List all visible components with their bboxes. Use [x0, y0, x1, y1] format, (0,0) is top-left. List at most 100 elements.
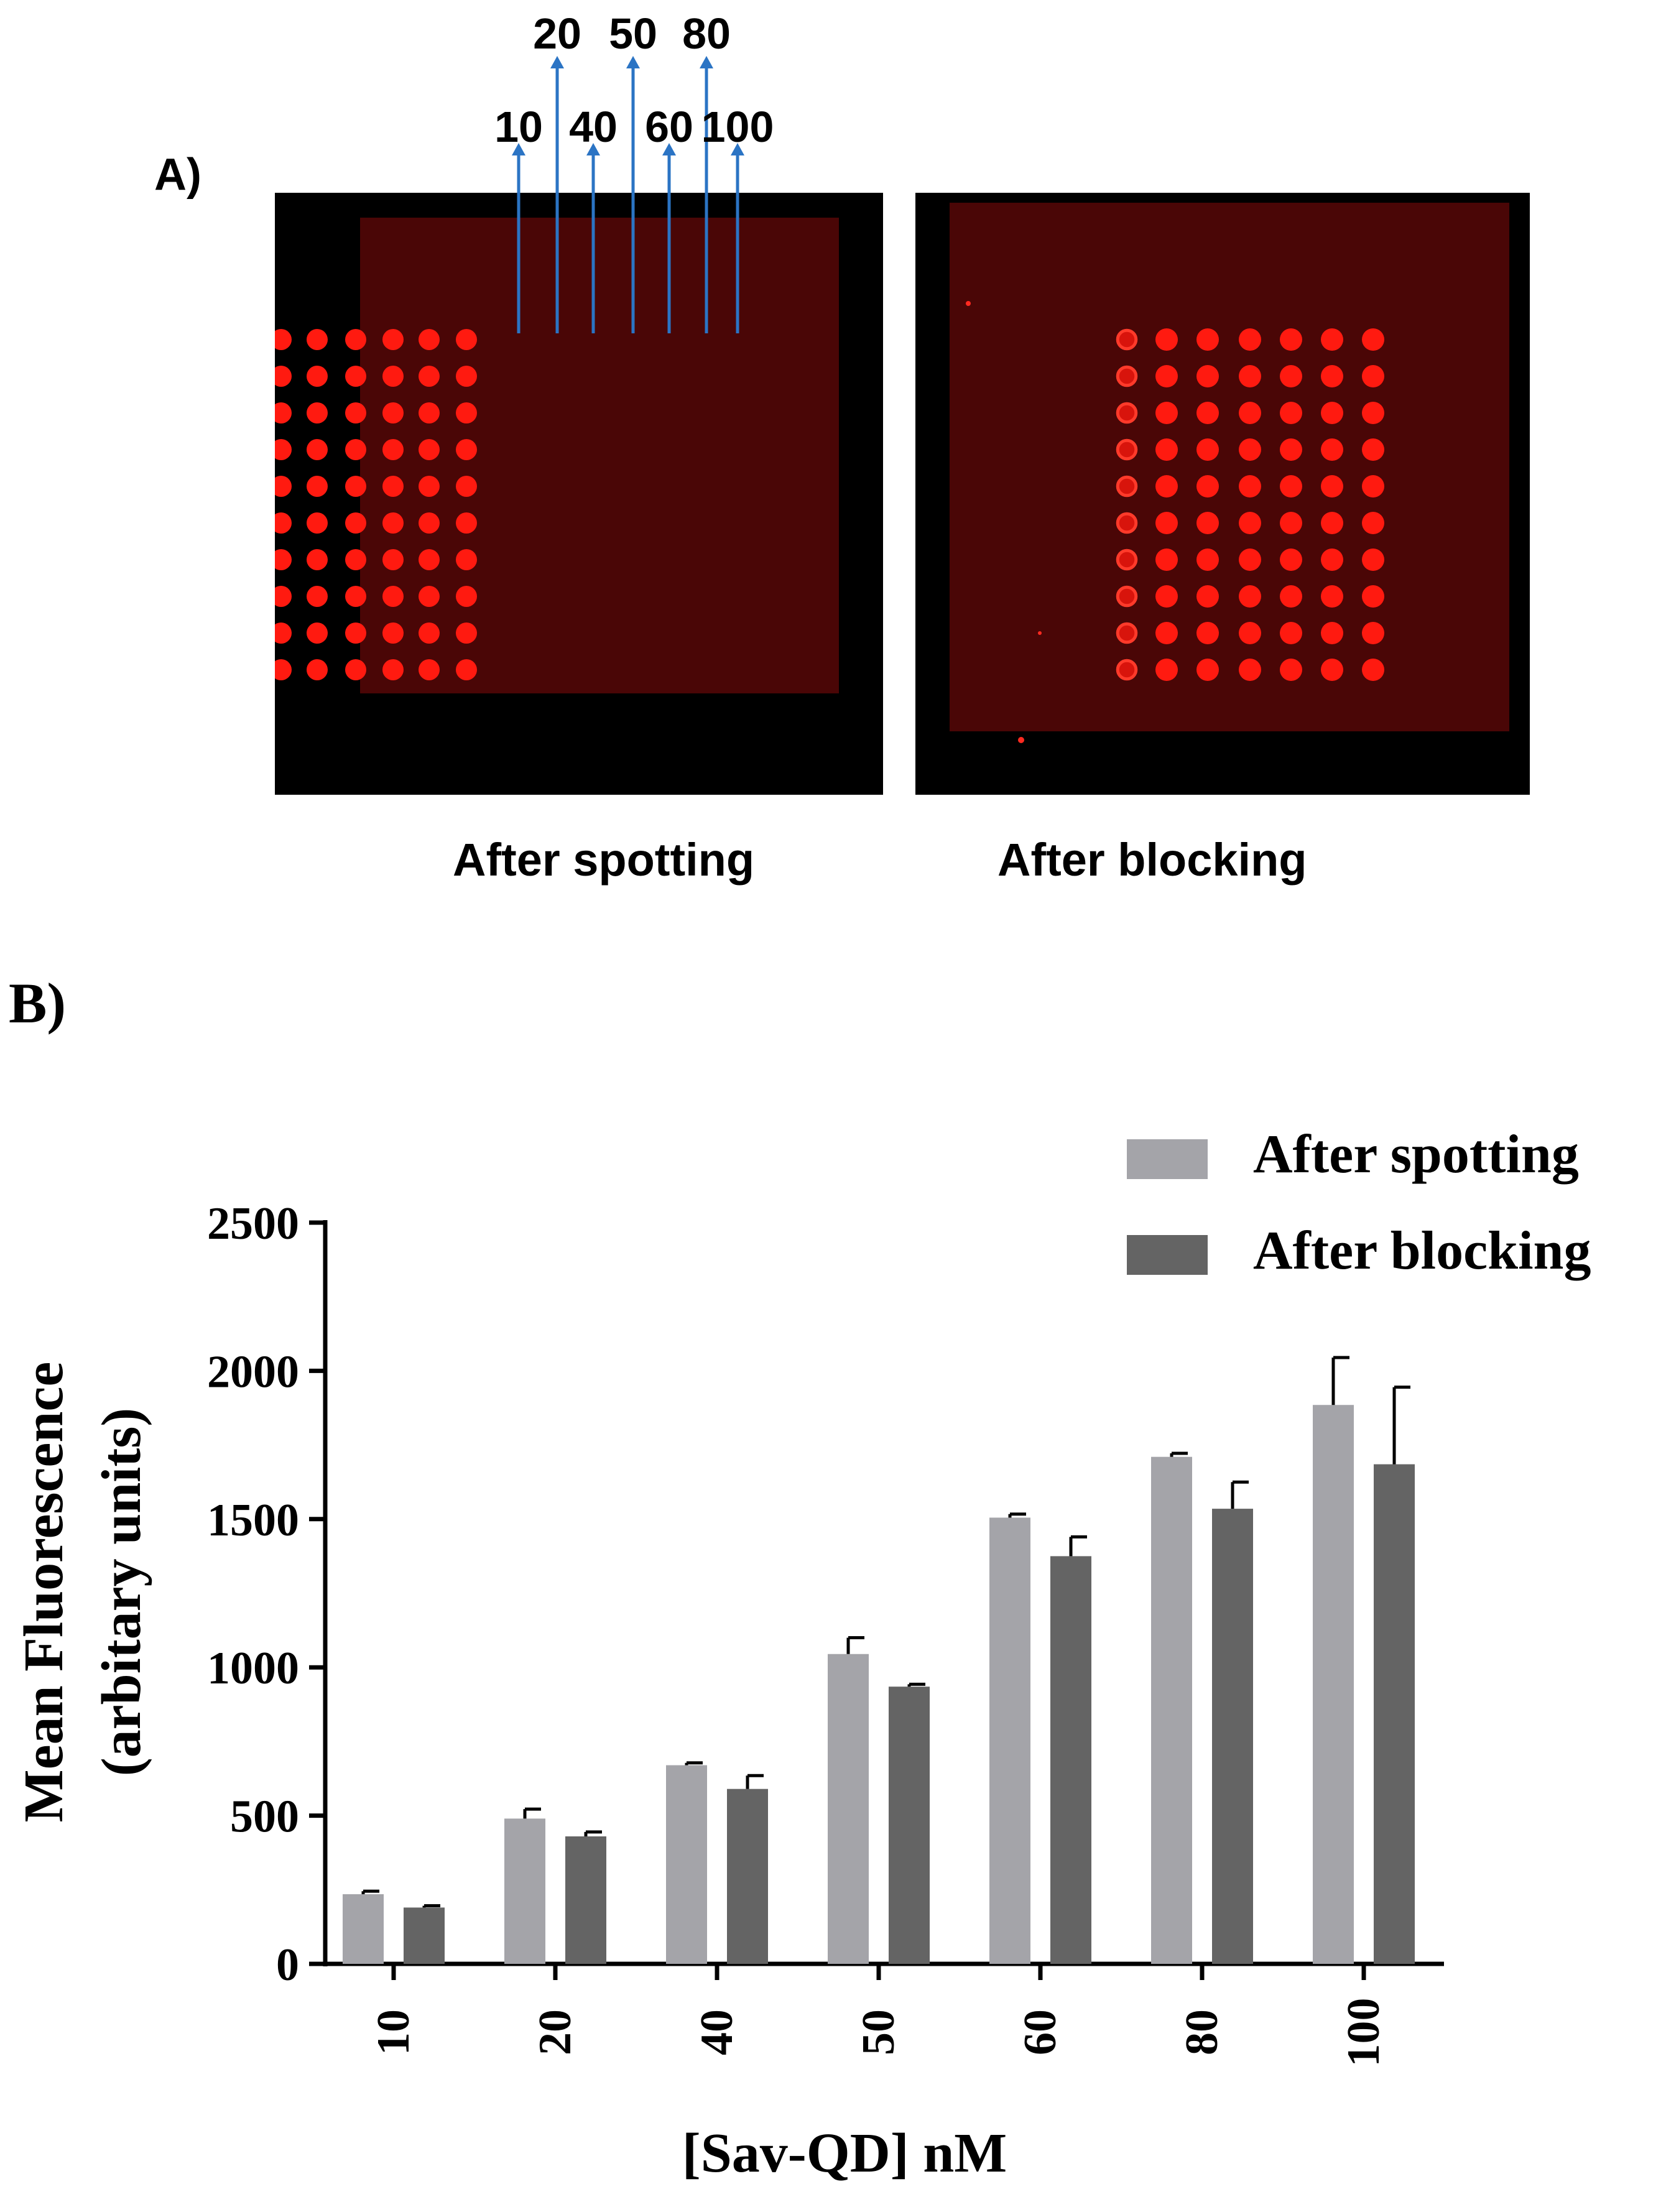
caption-after-spotting: After spotting	[453, 834, 755, 886]
spot	[307, 622, 328, 644]
speck	[1018, 737, 1024, 743]
spot	[1362, 585, 1384, 608]
spot	[456, 366, 477, 387]
spot	[382, 586, 404, 607]
spot	[419, 366, 440, 387]
spot	[1116, 328, 1138, 351]
spot	[1280, 365, 1302, 387]
spot	[1116, 512, 1138, 534]
spot	[1116, 622, 1138, 644]
bar	[565, 1836, 606, 1964]
panel-b-label: B)	[9, 971, 66, 1035]
x-tick-label: 50	[853, 2009, 904, 2055]
legend-label: After blocking	[1253, 1221, 1591, 1281]
bar	[666, 1765, 707, 1964]
after-spotting-microarray-image	[275, 193, 883, 795]
spot	[1280, 585, 1302, 608]
spot	[275, 622, 292, 644]
legend-label: After spotting	[1253, 1124, 1579, 1185]
spot	[382, 439, 404, 460]
spot	[1155, 512, 1178, 534]
spot	[1321, 475, 1343, 497]
spot	[1239, 365, 1261, 387]
x-tick-label: 80	[1177, 2009, 1228, 2055]
spot	[456, 549, 477, 570]
y-tick-label: 0	[276, 1940, 299, 1991]
spot	[307, 549, 328, 570]
x-tick-label: 100	[1338, 1998, 1389, 2067]
spot	[1239, 475, 1261, 497]
spot	[1239, 548, 1261, 571]
spot	[1362, 622, 1384, 644]
spot	[1321, 512, 1343, 534]
spot	[1116, 402, 1138, 424]
spot	[1362, 475, 1384, 497]
spot	[1196, 585, 1219, 608]
bar	[828, 1654, 869, 1964]
spot	[1280, 402, 1302, 424]
y-tick-label: 500	[230, 1792, 299, 1843]
spot	[1321, 402, 1343, 424]
spot	[1116, 365, 1138, 387]
after-blocking-microarray-image	[915, 193, 1530, 795]
spot	[1116, 659, 1138, 681]
x-tick-label: 60	[1015, 2009, 1066, 2055]
bar	[1212, 1509, 1253, 1964]
bar	[989, 1517, 1030, 1964]
spot	[456, 586, 477, 607]
spot	[307, 659, 328, 680]
spot	[1239, 402, 1261, 424]
spot	[345, 439, 366, 460]
spot	[1280, 622, 1302, 644]
bar	[404, 1907, 445, 1964]
y-tick-label: 2500	[207, 1198, 299, 1249]
spot	[419, 586, 440, 607]
spot	[307, 439, 328, 460]
spot	[1321, 659, 1343, 681]
spot	[1362, 328, 1384, 351]
spot	[1362, 659, 1384, 681]
speck	[1038, 631, 1042, 635]
spot	[456, 439, 477, 460]
spot	[382, 402, 404, 423]
spot	[419, 329, 440, 350]
spot	[275, 586, 292, 607]
spot	[1116, 438, 1138, 461]
spot	[345, 329, 366, 350]
y-tick-label: 2000	[207, 1346, 299, 1397]
x-axis-title: [Sav-QD] nM	[682, 2122, 1007, 2184]
spot	[1239, 659, 1261, 681]
spot	[307, 329, 328, 350]
spot	[307, 586, 328, 607]
spot	[419, 659, 440, 680]
spot	[307, 476, 328, 497]
bar	[889, 1687, 930, 1964]
spot	[382, 659, 404, 680]
panel-a-label: A)	[154, 150, 201, 200]
spot	[345, 476, 366, 497]
spot	[456, 659, 477, 680]
spot	[275, 659, 292, 680]
spot	[419, 402, 440, 423]
substrate	[950, 203, 1509, 731]
spot	[345, 402, 366, 423]
spot	[275, 512, 292, 534]
spot	[1155, 548, 1178, 571]
spot	[1196, 475, 1219, 497]
bar	[727, 1789, 768, 1964]
spot	[419, 439, 440, 460]
spot	[419, 622, 440, 644]
spot	[1196, 438, 1219, 461]
spot	[275, 366, 292, 387]
spot	[1239, 438, 1261, 461]
spot	[1280, 438, 1302, 461]
spot	[307, 366, 328, 387]
bar	[343, 1894, 384, 1964]
spot	[307, 402, 328, 423]
spot	[1321, 438, 1343, 461]
bar	[1151, 1456, 1192, 1964]
spot	[307, 512, 328, 534]
speck	[966, 301, 971, 306]
spot	[275, 329, 292, 350]
after-blocking-spot-grid	[950, 203, 1509, 743]
